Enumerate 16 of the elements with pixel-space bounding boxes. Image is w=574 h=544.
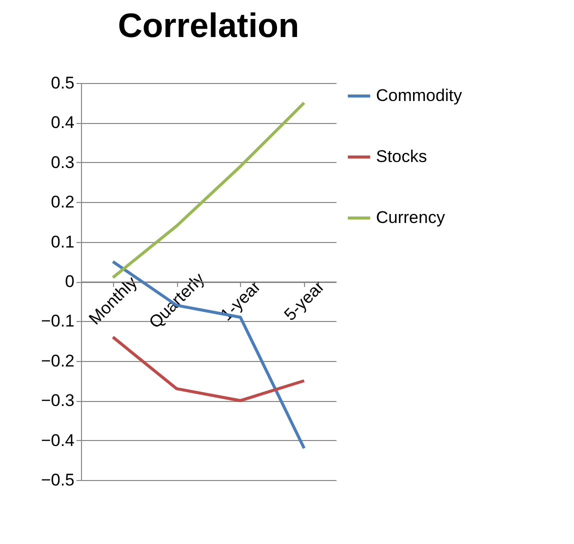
line-series: [111, 336, 306, 402]
y-tick-label: 0: [65, 272, 74, 291]
y-tick-label: 0.4: [50, 113, 74, 132]
y-tick-label: 0.3: [50, 152, 74, 172]
y-tick-label: −0.5: [40, 470, 74, 490]
y-tick-label: 0.5: [50, 74, 74, 92]
chart-title: Correlation: [118, 7, 300, 45]
y-tick-label: 0.2: [50, 192, 74, 212]
y-tick-label: −0.3: [40, 391, 74, 410]
y-tick-label: 0.1: [50, 232, 74, 252]
y-tick-label: −0.1: [40, 312, 74, 331]
legend-label: Currency: [376, 208, 446, 227]
y-tick-label: −0.2: [40, 351, 74, 370]
legend-label: Commodity: [376, 86, 462, 105]
y-tick-label: −0.4: [40, 430, 74, 450]
legend-label: Stocks: [376, 147, 428, 166]
